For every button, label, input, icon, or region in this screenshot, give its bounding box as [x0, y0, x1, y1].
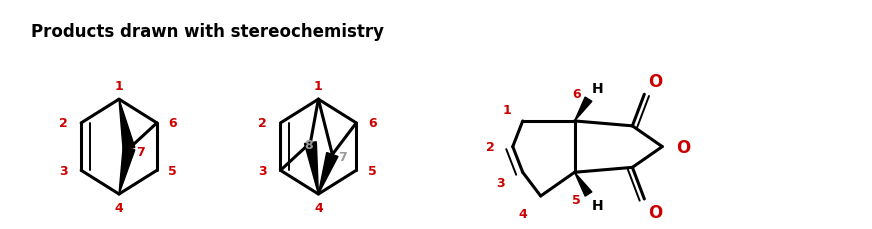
- Text: 1: 1: [314, 79, 323, 93]
- Text: 6: 6: [168, 117, 177, 130]
- Text: O: O: [648, 203, 663, 221]
- Text: 8: 8: [304, 139, 313, 151]
- Text: 3: 3: [496, 176, 505, 189]
- Text: 2: 2: [487, 140, 495, 153]
- Text: 4: 4: [314, 202, 323, 214]
- Polygon shape: [575, 172, 592, 196]
- Text: 4: 4: [518, 207, 527, 220]
- Polygon shape: [304, 142, 318, 194]
- Text: 6: 6: [368, 117, 377, 130]
- Text: H: H: [591, 198, 603, 212]
- Text: H: H: [591, 82, 603, 96]
- Text: 4: 4: [114, 202, 123, 214]
- Polygon shape: [119, 100, 135, 150]
- Text: 3: 3: [59, 164, 67, 177]
- Text: 5: 5: [168, 164, 177, 177]
- Text: 3: 3: [258, 164, 267, 177]
- Text: 2: 2: [58, 117, 67, 130]
- Text: 2: 2: [258, 117, 267, 130]
- Text: 5: 5: [368, 164, 377, 177]
- Text: 1: 1: [114, 79, 123, 93]
- Text: O: O: [648, 73, 663, 91]
- Polygon shape: [318, 153, 338, 194]
- Text: Products drawn with stereochemistry: Products drawn with stereochemistry: [31, 23, 385, 41]
- Text: 7: 7: [137, 145, 146, 158]
- Text: O: O: [676, 138, 691, 156]
- Text: 1: 1: [502, 103, 511, 116]
- Text: 7: 7: [338, 150, 347, 163]
- Polygon shape: [119, 148, 135, 194]
- Text: 6: 6: [572, 87, 581, 100]
- Text: 5: 5: [572, 194, 581, 207]
- Polygon shape: [575, 98, 592, 121]
